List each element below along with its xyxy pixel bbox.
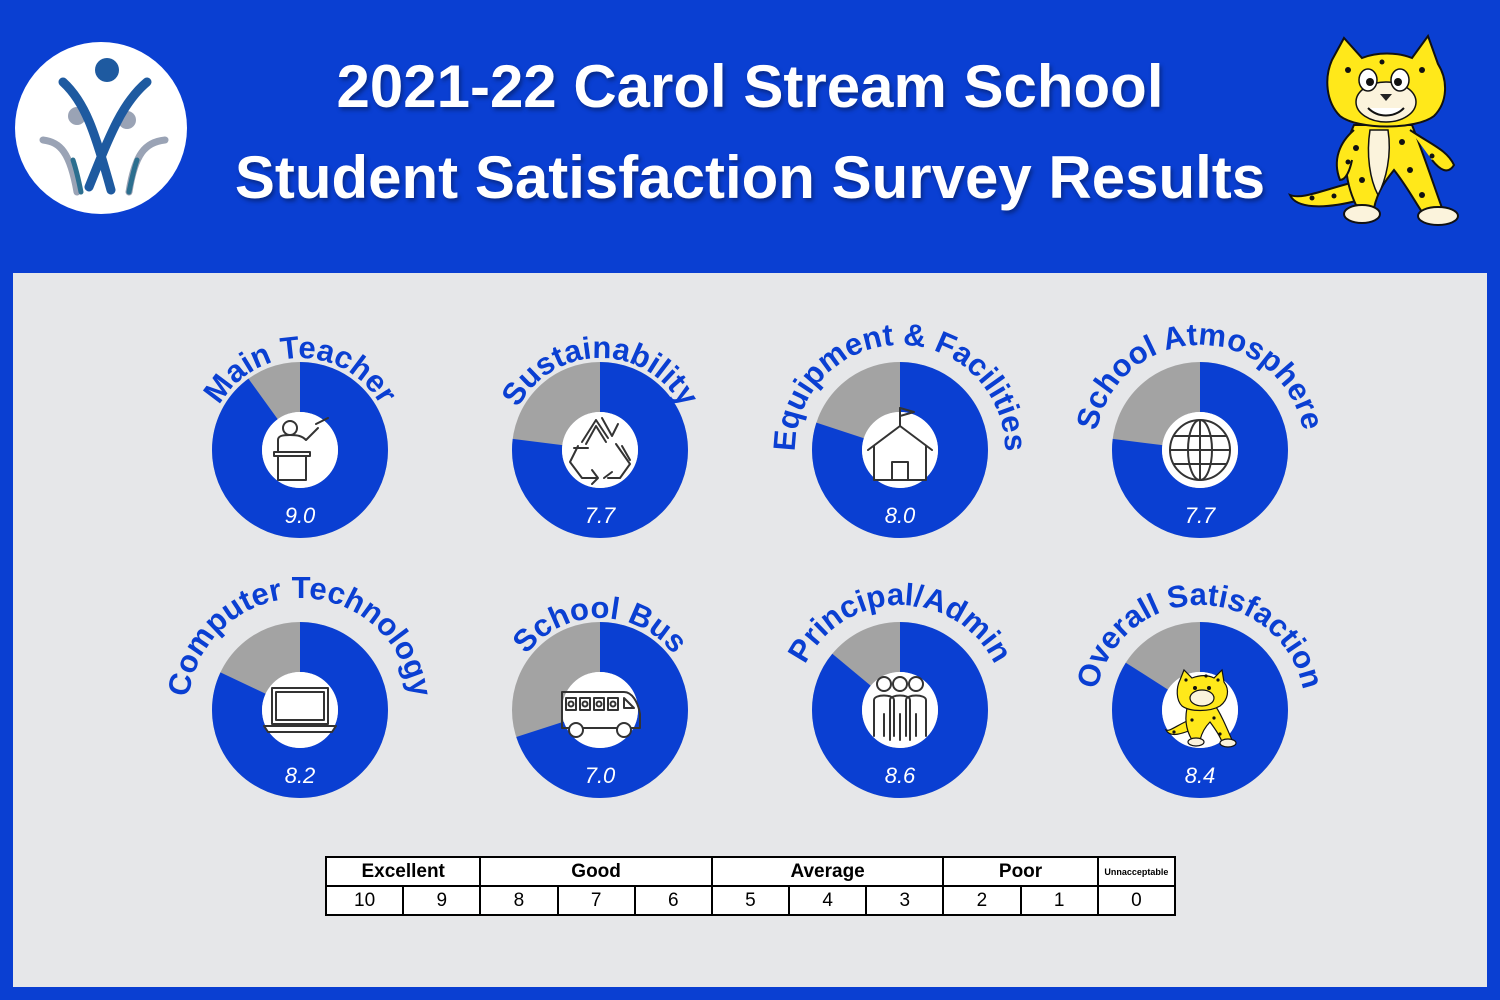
- donut-value-arc-computer-technology: [212, 622, 388, 798]
- rating-scale-groups: Excellent Good Average Poor Unnacceptable: [324, 856, 1177, 887]
- schoolhouse-icon: [867, 407, 933, 481]
- scale-value: 9: [402, 885, 482, 916]
- donut-value-arc-equipment-facilities: [812, 362, 988, 538]
- scale-value: 3: [865, 885, 945, 916]
- donut-value-arc-main-teacher: [212, 362, 388, 538]
- scale-value: 5: [710, 885, 791, 916]
- value-label-main-teacher: 9.0: [285, 503, 316, 528]
- laptop-icon: [263, 687, 337, 733]
- scale-value: 0: [1096, 885, 1177, 916]
- value-label-equipment-facilities: 8.0: [885, 503, 916, 528]
- rating-scale-table: Excellent Good Average Poor Unnacceptable 10…: [324, 856, 1177, 916]
- scale-value: 4: [788, 885, 868, 916]
- donut-value-arc-principal-admin: [812, 622, 988, 798]
- donut-center: [562, 412, 638, 488]
- page-title-line-1: 2021-22 Carol Stream School: [336, 53, 1164, 120]
- value-label-school-atmosphere: 7.7: [1185, 503, 1216, 528]
- people-logo-icon: [39, 58, 169, 196]
- header-banner: 2021-22 Carol Stream School Student Sati…: [0, 0, 1500, 272]
- donut-value-arc-school-atmosphere: [1112, 362, 1288, 538]
- scale-value: 1: [1019, 885, 1099, 916]
- scale-group-unnacceptable: Unnacceptable: [1096, 856, 1177, 887]
- scale-value: 8: [479, 885, 559, 916]
- donut-center: [862, 412, 938, 488]
- people-group-icon: [873, 676, 927, 741]
- recycle-icon: [569, 417, 631, 485]
- school-bus-icon: [561, 691, 641, 738]
- donut-value-arc-school-bus: [512, 622, 688, 798]
- leopard-mascot-icon: [1164, 668, 1237, 748]
- donut-value-arc-sustainability: [512, 362, 688, 538]
- donut-value-arc-overall-satisfaction: [1112, 622, 1288, 798]
- rating-scale-values: 10 9 8 7 6 5 4 3 2 1 0: [324, 885, 1177, 916]
- page-title-line-2: Student Satisfaction Survey Results: [234, 144, 1266, 211]
- value-label-school-bus: 7.0: [585, 763, 616, 788]
- teacher-podium-icon: [273, 417, 329, 481]
- scale-value: 6: [633, 885, 713, 916]
- scale-group-average: Average: [710, 856, 945, 887]
- value-label-computer-technology: 8.2: [285, 763, 316, 788]
- leopard-mascot-icon: [1288, 33, 1459, 226]
- globe-icon: [1169, 419, 1231, 481]
- value-label-principal-admin: 8.6: [885, 763, 916, 788]
- scale-group-poor: Poor: [942, 856, 1099, 887]
- scale-value: 10: [324, 885, 405, 916]
- donut-center: [262, 412, 338, 488]
- scale-group-good: Good: [479, 856, 713, 887]
- value-label-overall-satisfaction: 8.4: [1185, 763, 1216, 788]
- scale-value: 2: [942, 885, 1022, 916]
- logo: [15, 42, 187, 214]
- value-label-sustainability: 7.7: [585, 503, 616, 528]
- scale-value: 7: [556, 885, 636, 916]
- scale-group-excellent: Excellent: [324, 856, 482, 887]
- donut-center: [262, 672, 338, 748]
